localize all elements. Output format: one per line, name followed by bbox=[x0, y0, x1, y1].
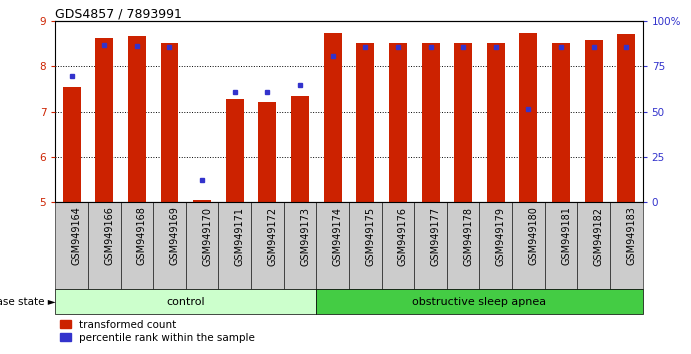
Bar bbox=[552, 43, 570, 202]
Text: GSM949183: GSM949183 bbox=[626, 206, 636, 266]
FancyBboxPatch shape bbox=[55, 202, 88, 289]
Text: GSM949175: GSM949175 bbox=[366, 206, 375, 266]
Bar bbox=[487, 43, 504, 202]
FancyBboxPatch shape bbox=[447, 202, 480, 289]
FancyBboxPatch shape bbox=[512, 202, 545, 289]
Bar bbox=[160, 43, 178, 202]
Text: GSM949166: GSM949166 bbox=[104, 206, 114, 266]
Bar bbox=[357, 43, 375, 202]
FancyBboxPatch shape bbox=[414, 202, 447, 289]
FancyBboxPatch shape bbox=[545, 202, 578, 289]
Text: GSM949169: GSM949169 bbox=[169, 206, 180, 266]
Bar bbox=[95, 39, 113, 202]
Bar bbox=[585, 40, 603, 202]
Text: GSM949173: GSM949173 bbox=[300, 206, 310, 266]
FancyBboxPatch shape bbox=[610, 202, 643, 289]
Text: GSM949178: GSM949178 bbox=[463, 206, 473, 266]
FancyBboxPatch shape bbox=[218, 202, 251, 289]
Bar bbox=[55, 289, 316, 314]
Bar bbox=[316, 289, 643, 314]
Text: GSM949177: GSM949177 bbox=[430, 206, 441, 266]
Bar bbox=[520, 33, 538, 202]
Bar bbox=[226, 99, 244, 202]
Text: GSM949164: GSM949164 bbox=[72, 206, 82, 266]
FancyBboxPatch shape bbox=[251, 202, 284, 289]
Bar bbox=[389, 43, 407, 202]
FancyBboxPatch shape bbox=[186, 202, 218, 289]
FancyBboxPatch shape bbox=[120, 202, 153, 289]
Text: GSM949179: GSM949179 bbox=[495, 206, 506, 266]
Text: obstructive sleep apnea: obstructive sleep apnea bbox=[413, 297, 547, 307]
Text: GSM949171: GSM949171 bbox=[235, 206, 245, 266]
FancyBboxPatch shape bbox=[480, 202, 512, 289]
FancyBboxPatch shape bbox=[349, 202, 381, 289]
Bar bbox=[128, 36, 146, 202]
FancyBboxPatch shape bbox=[153, 202, 186, 289]
Legend: transformed count, percentile rank within the sample: transformed count, percentile rank withi… bbox=[61, 320, 255, 343]
FancyBboxPatch shape bbox=[88, 202, 120, 289]
Text: GDS4857 / 7893991: GDS4857 / 7893991 bbox=[55, 7, 182, 20]
Text: GSM949170: GSM949170 bbox=[202, 206, 212, 266]
FancyBboxPatch shape bbox=[284, 202, 316, 289]
Text: GSM949181: GSM949181 bbox=[561, 206, 571, 266]
FancyBboxPatch shape bbox=[316, 202, 349, 289]
Bar bbox=[323, 33, 341, 202]
Text: GSM949182: GSM949182 bbox=[594, 206, 604, 266]
Text: GSM949168: GSM949168 bbox=[137, 206, 147, 266]
Bar bbox=[258, 102, 276, 202]
FancyBboxPatch shape bbox=[578, 202, 610, 289]
Bar bbox=[422, 43, 439, 202]
Text: disease state ►: disease state ► bbox=[0, 297, 55, 307]
Bar bbox=[193, 200, 211, 202]
Bar bbox=[291, 96, 309, 202]
Bar bbox=[454, 43, 472, 202]
FancyBboxPatch shape bbox=[381, 202, 414, 289]
Text: control: control bbox=[167, 297, 205, 307]
Text: GSM949172: GSM949172 bbox=[267, 206, 277, 266]
Text: GSM949180: GSM949180 bbox=[529, 206, 538, 266]
Bar bbox=[617, 34, 635, 202]
Text: GSM949176: GSM949176 bbox=[398, 206, 408, 266]
Bar bbox=[63, 87, 81, 202]
Text: GSM949174: GSM949174 bbox=[332, 206, 343, 266]
